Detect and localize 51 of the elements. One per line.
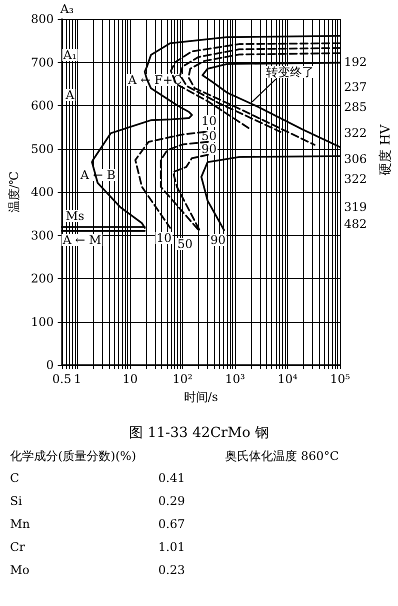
text: 0.23 bbox=[158, 563, 185, 577]
text: 1.01 bbox=[158, 540, 185, 554]
x-tick-label: 10⁴ bbox=[277, 372, 298, 386]
annotation: Ms bbox=[66, 209, 84, 223]
text: 237 bbox=[344, 80, 367, 94]
annotation: A₁ bbox=[62, 48, 77, 62]
y-tick-label: 600 bbox=[30, 98, 54, 112]
text: 奥氏体化温度 860°C bbox=[225, 448, 339, 465]
y-tick-label: 0 bbox=[46, 358, 54, 372]
annotation: A ← M bbox=[62, 233, 102, 247]
annotation: A bbox=[64, 88, 75, 102]
y-tick-label: 500 bbox=[30, 142, 54, 156]
annotation: 转变终了 bbox=[266, 65, 314, 79]
y2-axis-title: 硬度 HV bbox=[378, 124, 394, 176]
text: 化学成分(质量分数)(%) bbox=[10, 448, 136, 465]
y-tick-label: 100 bbox=[30, 314, 54, 329]
text: 图 11-33 42CrMo 钢 bbox=[128, 424, 270, 442]
text: 322 bbox=[344, 126, 367, 140]
text: A₃ bbox=[59, 2, 74, 16]
y-axis-title: 温度/℃ bbox=[7, 171, 21, 213]
annotation: 10 bbox=[201, 114, 217, 128]
text: 319 bbox=[344, 200, 367, 214]
text: 0.67 bbox=[158, 517, 185, 531]
text: 322 bbox=[344, 172, 367, 186]
x-tick-label: 10² bbox=[172, 372, 193, 386]
text: Mn bbox=[10, 517, 30, 531]
annotation: 50 bbox=[177, 237, 193, 251]
x-tick-label: 0.5 bbox=[52, 372, 72, 386]
x-tick-label: 10 bbox=[122, 372, 138, 386]
text: 0.41 bbox=[158, 471, 185, 485]
text: C bbox=[10, 471, 20, 485]
y-tick-label: 200 bbox=[30, 272, 54, 286]
annotation: 90 bbox=[201, 142, 217, 156]
text: 0.29 bbox=[158, 494, 185, 508]
x-tick-label: 10⁵ bbox=[330, 372, 350, 386]
x-tick-label: 1 bbox=[74, 372, 82, 386]
x-axis-title: 时间/s bbox=[184, 390, 218, 404]
x-tick-label: 10³ bbox=[224, 372, 246, 386]
text: Mo bbox=[10, 563, 30, 577]
y-tick-label: 700 bbox=[30, 55, 54, 70]
text: Cr bbox=[10, 540, 25, 554]
y-tick-label: 300 bbox=[30, 228, 54, 242]
text: 285 bbox=[344, 100, 367, 114]
text: Si bbox=[10, 494, 22, 508]
annotation: 90 bbox=[210, 233, 226, 247]
text: 482 bbox=[344, 217, 367, 231]
annotation: 10 bbox=[156, 231, 172, 245]
y-tick-label: 800 bbox=[30, 12, 54, 26]
text: 192 bbox=[344, 55, 367, 69]
text: 306 bbox=[344, 152, 367, 166]
y-tick-label: 400 bbox=[30, 185, 54, 199]
